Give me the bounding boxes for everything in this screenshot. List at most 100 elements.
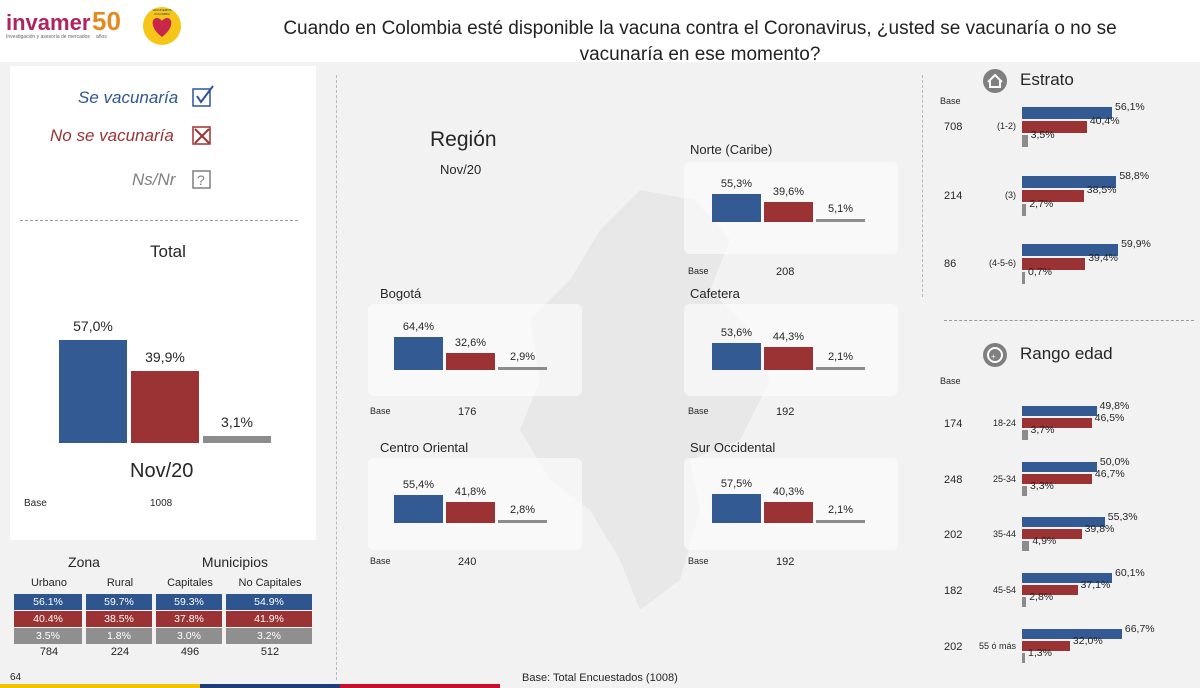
region-base-label-cafetera: Base	[688, 406, 709, 416]
edad-bar-4-no	[1022, 641, 1070, 651]
estrato-category-0: (1-2)	[996, 121, 1016, 131]
estrato-bar-1-ns	[1022, 204, 1027, 216]
edad-label-2-yes: 55,3%	[1107, 511, 1138, 523]
checkbox-checked-icon	[192, 85, 214, 107]
region-bar-cafetera-ns	[816, 367, 865, 370]
estrato-label-1-yes: 58,8%	[1119, 170, 1150, 182]
edad-bar-4-yes	[1022, 629, 1122, 639]
region-label-cafetera-no: 44,3%	[772, 331, 805, 344]
left-panel	[10, 66, 316, 540]
region-bar-norte-caribe-ns	[816, 219, 865, 222]
region-label-cafetera-yes: 53,6%	[720, 326, 753, 339]
edad-label-2-ns: 4,9%	[1032, 535, 1057, 547]
edad-label-3-no: 37,1%	[1080, 579, 1111, 591]
edad-base-0: 174	[944, 418, 963, 430]
region-label-bogota-ns: 2,9%	[509, 351, 536, 363]
region-bar-centro-oriental-ns	[498, 520, 547, 523]
zona-cell-row_ns-0: 3.5%	[14, 628, 82, 644]
zona-cell-row_yes-1: 59.7%	[86, 594, 152, 610]
estrato-bar-0-ns	[1022, 135, 1028, 147]
region-base-label-norte-caribe: Base	[688, 266, 709, 276]
region-title: Región	[430, 128, 497, 151]
edad-base-4: 202	[944, 641, 963, 653]
edad-label-0-no: 46,5%	[1094, 412, 1125, 424]
edad-base-label: Base	[940, 376, 961, 386]
age-icon: +	[983, 343, 1007, 367]
total-label-ns: 3,1%	[221, 414, 253, 430]
zona-cell-row_ns-1: 1.8%	[86, 628, 152, 644]
region-base-value-norte-caribe: 208	[776, 266, 795, 278]
invamer-logo: invamer 50 Investigación y asesoría de m…	[6, 6, 126, 46]
region-title-bogota: Bogotá	[380, 286, 422, 301]
svg-text:+: +	[991, 352, 996, 361]
edad-bar-1-no	[1022, 474, 1092, 484]
total-period: Nov/20	[130, 460, 194, 482]
logo-tagline: Investigación y asesoría de mercados	[6, 34, 90, 40]
zona-col-header-1: Rural	[106, 577, 134, 589]
total-bar-ns	[203, 436, 271, 443]
checkbox-crossed-icon	[192, 126, 211, 145]
region-bar-centro-oriental-no	[446, 501, 495, 523]
estrato-label-1-ns: 2,7%	[1029, 198, 1054, 210]
zona-base-2: 496	[180, 646, 200, 658]
edad-category-1: 25-34	[992, 474, 1016, 484]
region-label-sur-occidental-ns: 2,1%	[827, 504, 854, 516]
estrato-label-0-ns: 3,5%	[1030, 129, 1055, 141]
edad-base-3: 182	[944, 585, 963, 597]
page-title: Cuando en Colombia esté disponible la va…	[210, 16, 1190, 68]
logo-number: 50	[92, 6, 121, 36]
municipios-title: Municipios	[201, 554, 269, 570]
region-label-bogota-no: 32,6%	[454, 337, 487, 350]
region-bar-sur-occidental-yes	[712, 493, 761, 523]
legend-no-label: No se vacunaría	[50, 126, 174, 145]
edad-category-4: 55 ó más	[978, 641, 1016, 651]
estrato-divider	[944, 320, 1194, 321]
estrato-bar-2-no	[1022, 258, 1086, 270]
legend: Se vacunaría No se vacunaría Ns/Nr ?	[20, 84, 220, 194]
footer-base-note: Base: Total Encuestados (1008)	[522, 672, 678, 684]
edad-bar-3-no	[1022, 585, 1078, 595]
region-base-value-centro-oriental: 240	[458, 556, 477, 568]
legend-yes-label: Se vacunaría	[78, 88, 179, 107]
region-label-centro-oriental-no: 41,8%	[454, 485, 487, 498]
region-bar-norte-caribe-yes	[712, 193, 761, 222]
zona-cell-row_yes-0: 56.1%	[14, 594, 82, 610]
heart-badge-icon	[143, 7, 181, 45]
edad-bar-3-yes	[1022, 573, 1112, 583]
header-bar	[0, 0, 1200, 62]
region-bar-cafetera-yes	[712, 342, 761, 370]
region-bar-norte-caribe-no	[764, 201, 813, 222]
svg-text:?: ?	[197, 172, 205, 188]
zona-title: Zona	[68, 554, 100, 570]
estrato-base-label: Base	[940, 96, 961, 106]
estrato-label-2-ns: 0,7%	[1028, 266, 1052, 278]
region-base-value-cafetera: 192	[776, 406, 795, 418]
edad-label-4-yes: 66,7%	[1124, 623, 1155, 635]
region-bar-bogota-ns	[498, 367, 547, 370]
zona-col-header-3: No Capitales	[238, 577, 302, 589]
estrato-category-2: (4-5-6)	[988, 258, 1016, 268]
edad-label-0-ns: 3,7%	[1030, 424, 1055, 436]
badge-text: VACUNEMOS COLOMBIA	[152, 8, 172, 16]
zona-col-header-2: Capitales	[167, 577, 213, 589]
edad-label-1-ns: 3,3%	[1029, 480, 1054, 492]
title-line-1: Cuando en Colombia esté disponible la va…	[283, 18, 1117, 39]
footer-strip-blue	[200, 684, 340, 688]
edad-bar-0-yes	[1022, 406, 1097, 416]
zona-cell-row_yes-3: 54.9%	[226, 594, 312, 610]
zona-col-header-0: Urbano	[30, 577, 68, 589]
region-label-bogota-yes: 64,4%	[402, 321, 435, 333]
edad-category-0: 18-24	[992, 418, 1016, 428]
edad-title: Rango edad	[1020, 344, 1113, 363]
region-bar-cafetera-no	[764, 347, 813, 370]
region-label-centro-oriental-ns: 2,8%	[509, 504, 536, 516]
total-bar-yes	[59, 340, 127, 443]
region-label-norte-caribe-ns: 5,1%	[827, 203, 854, 215]
edad-label-1-yes: 50,0%	[1099, 456, 1130, 468]
left-divider	[336, 75, 337, 680]
zona-cell-row_no-3: 41.9%	[226, 611, 312, 627]
edad-category-2: 35-44	[992, 529, 1016, 539]
legend-ns-label: Ns/Nr	[132, 170, 176, 189]
region-period: Nov/20	[440, 162, 482, 177]
page-number: 64	[10, 672, 22, 683]
